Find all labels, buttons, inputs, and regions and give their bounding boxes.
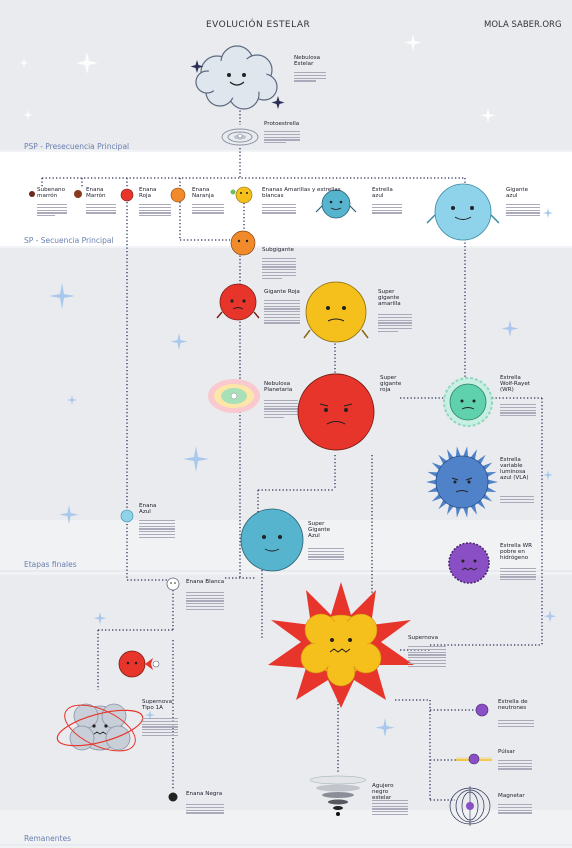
label-enana-blanca: Enana Blanca — [186, 579, 225, 585]
supernova-explosion-icon — [268, 582, 414, 708]
label-super-gigante-roja: Super gigante roja — [380, 375, 402, 393]
text-psp-6 — [372, 204, 402, 215]
pulsar-icon — [456, 753, 492, 765]
text-psp-3 — [139, 204, 171, 218]
label-enana-roja: Enana Roja — [139, 187, 157, 199]
planetary-nebula-icon — [208, 379, 260, 413]
label-nebulosa-planetaria: Nebulosa Planetaria — [264, 381, 293, 393]
remanentes-band — [0, 810, 572, 848]
lbv-spiky-star — [426, 446, 498, 518]
nebula-cloud-icon — [190, 45, 285, 110]
supernova-ia-icon — [56, 703, 144, 752]
white-dwarf-star — [166, 577, 180, 591]
label-supernova: Supernova — [408, 635, 438, 641]
sp-band — [0, 232, 572, 248]
label-super-gigante-azul: Super Gigante Azul — [308, 521, 331, 539]
label-protoestrella: Protoestrella — [264, 121, 300, 127]
label-magnetar: Magnetar — [498, 793, 525, 799]
section-finales-label: Etapas finales — [24, 560, 77, 569]
text-enana-negra — [186, 804, 224, 815]
black-dwarf-star — [168, 792, 178, 802]
subgiant-star — [230, 230, 256, 256]
label-enana-marron: Enana Marrón — [86, 187, 106, 199]
text-psp-5 — [262, 204, 296, 215]
text-supernova — [408, 646, 446, 668]
label-super-gigante-amarilla: Super gigante amarilla — [378, 289, 401, 307]
text-nebulosa — [294, 72, 326, 83]
text-protoestrella — [264, 131, 300, 145]
wolf-rayet-star — [443, 377, 493, 427]
lbv-spike — [426, 479, 439, 485]
text-super-gigante-azul — [308, 548, 344, 562]
label-agujero-negro: Agujero negro estelar — [372, 783, 394, 801]
text-magnetar — [498, 804, 532, 815]
text-psp-2 — [86, 204, 116, 215]
lbv-spike — [485, 479, 498, 485]
label-supernova-ia: Supernova Tipo 1A — [142, 699, 172, 711]
label-enana-naranja: Enana Naranja — [192, 187, 214, 199]
protostar-disk-icon — [221, 128, 259, 146]
text-amarilla — [378, 314, 412, 334]
brand-label: MOLA SABER.ORG — [484, 20, 562, 30]
text-psp-7 — [506, 204, 540, 218]
text-enana-blanca — [186, 592, 224, 612]
binary-system-icon — [118, 650, 160, 678]
label-variable-luminosa: Estrella variable luminosa azul (VLA) — [500, 457, 529, 481]
star-row-psp — [29, 183, 500, 241]
page-title: EVOLUCIÓN ESTELAR — [206, 20, 311, 30]
blue-dwarf-star — [120, 509, 134, 523]
text-supernova-ia — [142, 718, 178, 738]
text-neutrones — [498, 720, 534, 728]
text-wolf-rayet — [500, 404, 536, 418]
magnetar-field-icon — [449, 786, 491, 826]
red-giant-star — [216, 283, 260, 321]
label-wolf-rayet: Estrella Wolf-Rayet (WR) — [500, 375, 530, 393]
blue-supergiant-star — [240, 508, 304, 572]
label-estrella-azul: Estrella azul — [372, 187, 393, 199]
label-subgigante: Subgigante — [262, 247, 294, 253]
text-nebulosa-planetaria — [264, 400, 298, 420]
sparkle-star-icon — [19, 34, 496, 123]
text-pulsar — [498, 760, 532, 771]
label-nebulosa-estelar: Nebulosa Estelar — [294, 55, 321, 67]
neutron-star — [475, 703, 489, 717]
text-psp-4 — [192, 204, 224, 215]
label-gigante-roja: Gigante Roja — [264, 289, 300, 295]
wr-hydrogen-poor-star — [448, 542, 490, 584]
label-pulsar: Púlsar — [498, 749, 516, 755]
text-psp-1 — [37, 204, 67, 218]
text-enana-azul — [139, 520, 175, 540]
red-supergiant-star — [297, 373, 375, 451]
text-subgigante — [262, 258, 296, 280]
section-remanentes-label: Remanentes — [24, 834, 71, 843]
label-enanas-amarillas: Enanas Amarillas y estrellas blancas — [262, 187, 341, 199]
sparkle-star-icon — [49, 208, 557, 738]
text-vla — [500, 496, 534, 504]
label-gigante-azul: Gigante azul — [506, 187, 529, 199]
black-hole-vortex-icon — [309, 775, 367, 816]
text-wr-pobre — [500, 568, 536, 582]
text-gigante-roja — [264, 300, 300, 325]
section-sp-label: SP - Secuencia Principal — [24, 236, 114, 245]
label-enana-azul: Enana Azul — [139, 503, 157, 515]
label-estrella-neutrones: Estrella de neutrones — [498, 699, 528, 711]
label-wr-pobre: Estrella WR pobre en hidrógeno — [500, 543, 532, 561]
label-enana-negra: Enana Negra — [186, 791, 223, 797]
label-subenano-marron: Subenano marrón — [37, 187, 66, 199]
text-agujero — [372, 800, 408, 817]
yellow-supergiant-star — [303, 281, 369, 343]
section-psp-label: PSP - Presecuencia Principal — [24, 142, 130, 151]
